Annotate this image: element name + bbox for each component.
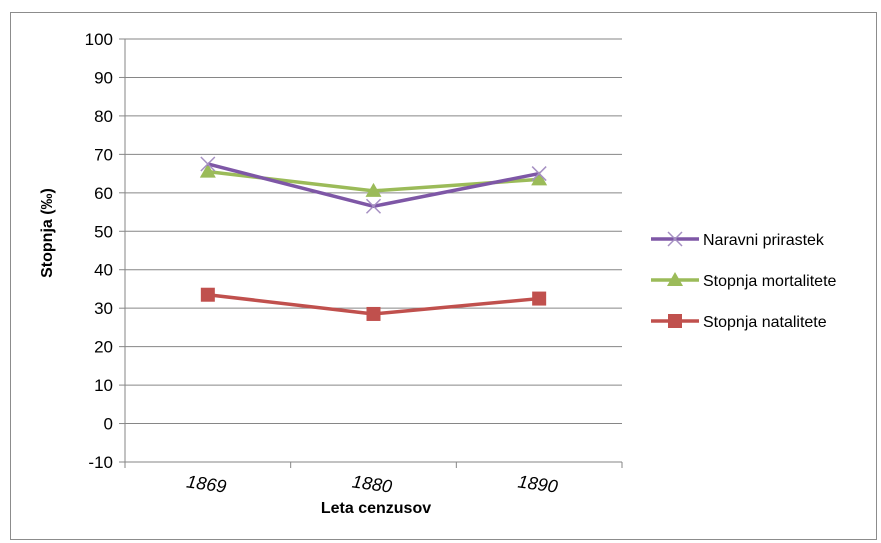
series-lines: [199, 156, 548, 321]
y-tick-label: 80: [94, 107, 113, 126]
x-mark-stroke: [200, 156, 216, 172]
y-tick-label: 50: [94, 222, 113, 241]
legend-entry: Naravni prirastek: [651, 231, 825, 249]
y-tick-label: 100: [85, 30, 113, 49]
x-tick-label: 1869: [185, 471, 227, 496]
x-mark-stroke: [531, 166, 547, 182]
y-tick-label: 10: [94, 376, 113, 395]
data-point: [200, 156, 216, 172]
legend-label: Stopnja mortalitete: [703, 273, 837, 290]
x-tick-labels: 1869 1880 1890: [185, 471, 559, 496]
legend-label: Stopnja natalitete: [703, 314, 827, 331]
legend-marker: [667, 231, 683, 247]
data-point: [365, 182, 382, 197]
legend-marker: [668, 314, 682, 328]
x-tick-label: 1890: [517, 471, 559, 496]
data-point: [200, 287, 215, 302]
legend-marker: [667, 272, 683, 286]
data-point: [365, 198, 382, 214]
y-tick-labels: -10 0 10 20 30 40 50 60 70 80 90 100: [85, 30, 113, 472]
legend-entry: Stopnja natalitete: [651, 314, 827, 331]
y-tick-label: 90: [94, 68, 113, 87]
legend: Naravni prirastek Stopnja mortalitete Stop…: [651, 231, 837, 331]
data-point: [531, 166, 547, 182]
chart-frame: [10, 12, 877, 540]
x-mark-stroke: [667, 231, 683, 247]
y-axis-label: Stopnja (‰): [39, 188, 56, 278]
data-point: [366, 306, 381, 321]
x-axis-label: Leta cenzusov: [321, 500, 431, 517]
series-stopnja-mortalitete: [199, 163, 548, 197]
data-point: [531, 171, 548, 186]
y-tick-label: 40: [94, 261, 113, 280]
data-point: [532, 291, 547, 306]
series-stopnja-natalitete: [200, 287, 547, 321]
x-mark-stroke: [365, 198, 382, 214]
axes: [119, 38, 623, 468]
y-tick-label: 30: [94, 299, 113, 318]
legend-label: Naravni prirastek: [703, 232, 825, 249]
data-point: [199, 163, 216, 178]
y-tick-label: 60: [94, 184, 113, 203]
y-tick-label: -10: [88, 453, 113, 472]
series-naravni-prirastek: [200, 156, 547, 214]
y-tick-label: 70: [94, 145, 113, 164]
gridlines: [125, 38, 622, 425]
x-tick-label: 1880: [351, 471, 393, 496]
y-tick-label: 0: [104, 415, 113, 434]
y-tick-label: 20: [94, 338, 113, 357]
legend-entry: Stopnja mortalitete: [651, 272, 837, 290]
